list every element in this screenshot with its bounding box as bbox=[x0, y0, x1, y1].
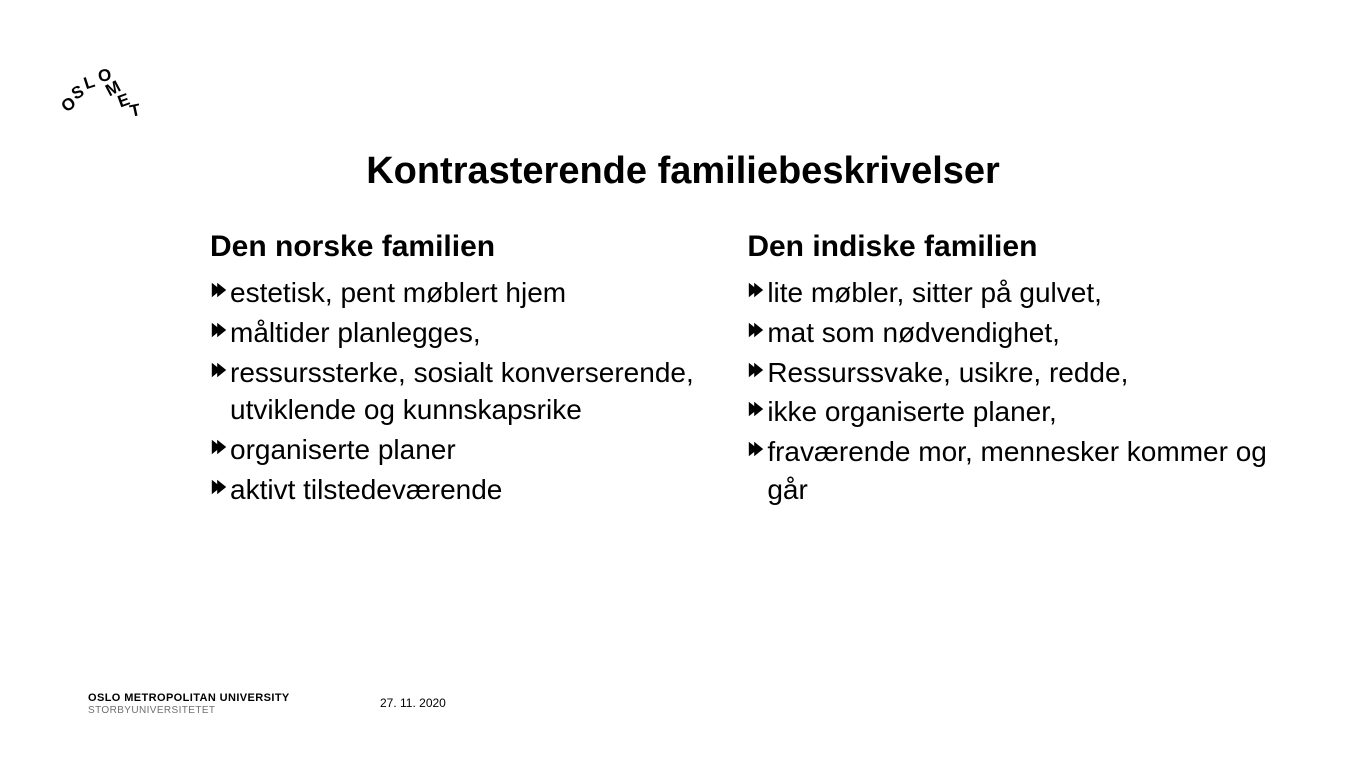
list-item: måltider planlegges, bbox=[210, 314, 727, 352]
list-item-text: organiserte planer bbox=[230, 431, 727, 469]
chevron-icon bbox=[210, 321, 228, 339]
chevron-icon bbox=[210, 361, 228, 379]
logo-letter: T bbox=[128, 101, 142, 120]
list-item-text: mat som nødvendighet, bbox=[767, 314, 1306, 352]
list-item: estetisk, pent møblert hjem bbox=[210, 274, 727, 312]
chevron-icon bbox=[210, 478, 228, 496]
chevron-icon bbox=[747, 281, 765, 299]
list-item-text: lite møbler, sitter på gulvet, bbox=[767, 274, 1306, 312]
list-item-text: fraværende mor, mennesker kommer og går bbox=[767, 433, 1306, 509]
oslomet-logo: O S L O M E T bbox=[62, 58, 142, 138]
chevron-icon bbox=[210, 281, 228, 299]
list-item-text: ikke organiserte planer, bbox=[767, 393, 1306, 431]
left-bullet-list: estetisk, pent møblert hjem måltider pla… bbox=[210, 274, 727, 509]
list-item: Ressurssvake, usikre, redde, bbox=[747, 354, 1306, 392]
slide-title: Kontrasterende familiebeskrivelser bbox=[0, 150, 1366, 193]
slide-date: 27. 11. 2020 bbox=[380, 696, 446, 710]
left-column-heading: Den norske familien bbox=[210, 230, 727, 264]
list-item-text: måltider planlegges, bbox=[230, 314, 727, 352]
list-item: organiserte planer bbox=[210, 431, 727, 469]
content-columns: Den norske familien estetisk, pent møble… bbox=[210, 230, 1306, 511]
chevron-icon bbox=[747, 321, 765, 339]
left-column: Den norske familien estetisk, pent møble… bbox=[210, 230, 727, 511]
chevron-icon bbox=[747, 440, 765, 458]
list-item: ikke organiserte planer, bbox=[747, 393, 1306, 431]
logo-letter: L bbox=[82, 73, 97, 92]
right-column-heading: Den indiske familien bbox=[747, 230, 1306, 264]
list-item: fraværende mor, mennesker kommer og går bbox=[747, 433, 1306, 509]
list-item: aktivt tilstedeværende bbox=[210, 471, 727, 509]
list-item-text: ressurssterke, sosialt konverserende, ut… bbox=[230, 354, 727, 430]
list-item: mat som nødvendighet, bbox=[747, 314, 1306, 352]
list-item: ressurssterke, sosialt konverserende, ut… bbox=[210, 354, 727, 430]
chevron-icon bbox=[747, 400, 765, 418]
right-column: Den indiske familien lite møbler, sitter… bbox=[747, 230, 1306, 511]
footer-logo: OSLO METROPOLITAN UNIVERSITY STORBYUNIVE… bbox=[88, 692, 290, 716]
right-bullet-list: lite møbler, sitter på gulvet, mat som n… bbox=[747, 274, 1306, 509]
list-item: lite møbler, sitter på gulvet, bbox=[747, 274, 1306, 312]
footer-line1: OSLO METROPOLITAN UNIVERSITY bbox=[88, 692, 290, 705]
chevron-icon bbox=[210, 438, 228, 456]
chevron-icon bbox=[747, 361, 765, 379]
list-item-text: Ressurssvake, usikre, redde, bbox=[767, 354, 1306, 392]
list-item-text: estetisk, pent møblert hjem bbox=[230, 274, 727, 312]
list-item-text: aktivt tilstedeværende bbox=[230, 471, 727, 509]
footer-line2: STORBYUNIVERSITETET bbox=[88, 705, 290, 717]
